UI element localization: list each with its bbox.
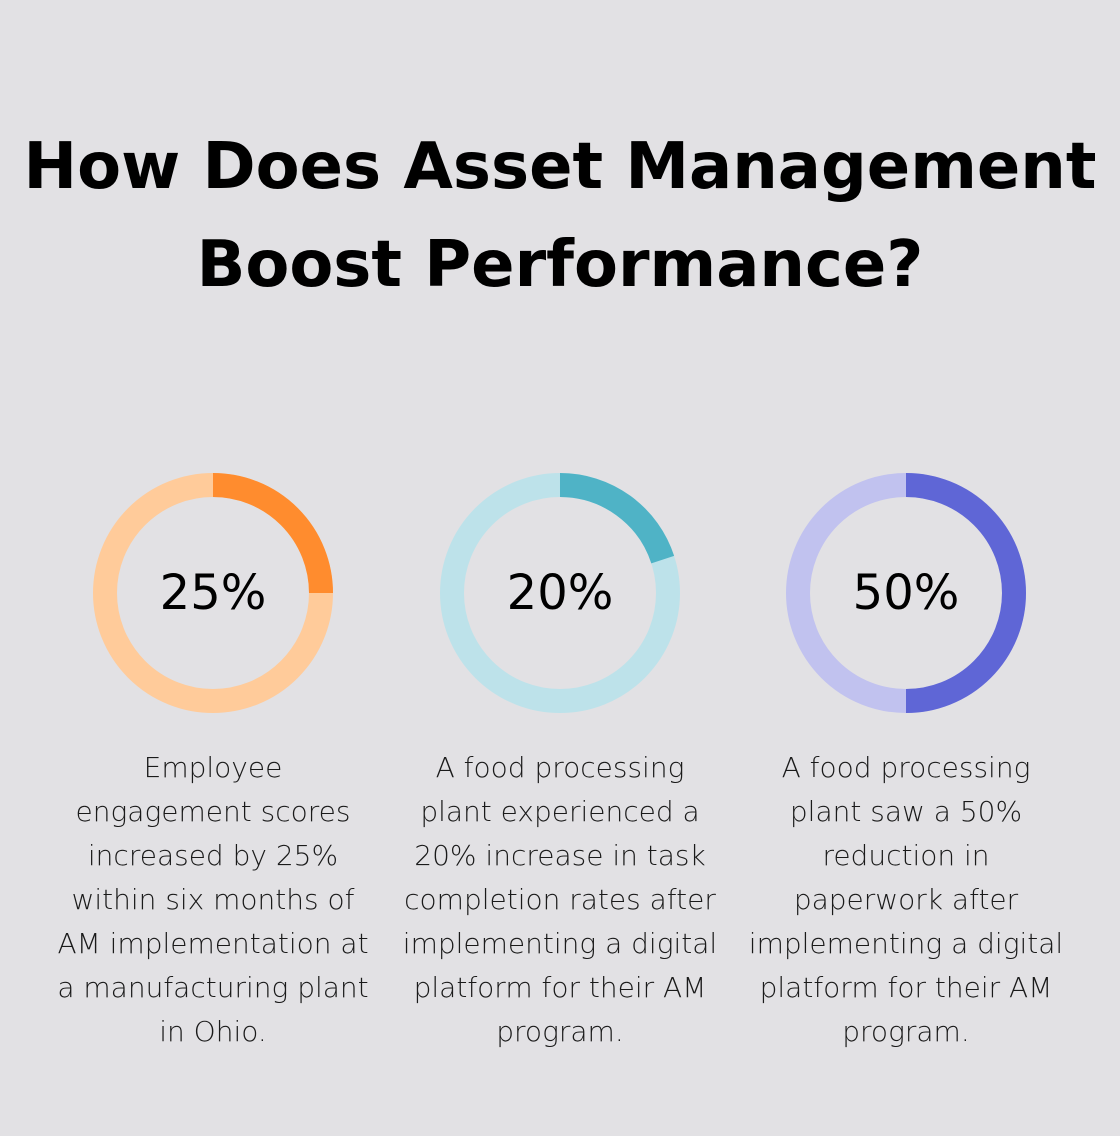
donut-segment-filled (559, 473, 675, 564)
donut-value-label: 20% (507, 565, 614, 621)
donut-segment-filled (905, 473, 1026, 713)
stat-description: A food processing plant experienced a 20… (402, 751, 718, 1048)
stat-description: A food processing plant saw a 50% reduct… (748, 751, 1064, 1048)
stat-description: Employee engagement scores increased by … (57, 751, 369, 1048)
donut-chart: 50% (786, 473, 1026, 713)
stat-card-employee-engagement: 25% Employee engagement scores increased… (53, 468, 373, 1054)
donut-chart: 25% (93, 473, 333, 713)
donut-segment-filled (212, 473, 333, 594)
donut-value-label: 50% (853, 565, 960, 621)
donut-chart: 20% (440, 473, 680, 713)
stat-card-task-completion: 20% A food processing plant experienced … (400, 468, 720, 1054)
donut-value-label: 25% (160, 565, 267, 621)
page-title: How Does Asset Management Boost Performa… (23, 130, 1097, 302)
stat-card-paperwork-reduction: 50% A food processing plant saw a 50% re… (746, 468, 1066, 1054)
